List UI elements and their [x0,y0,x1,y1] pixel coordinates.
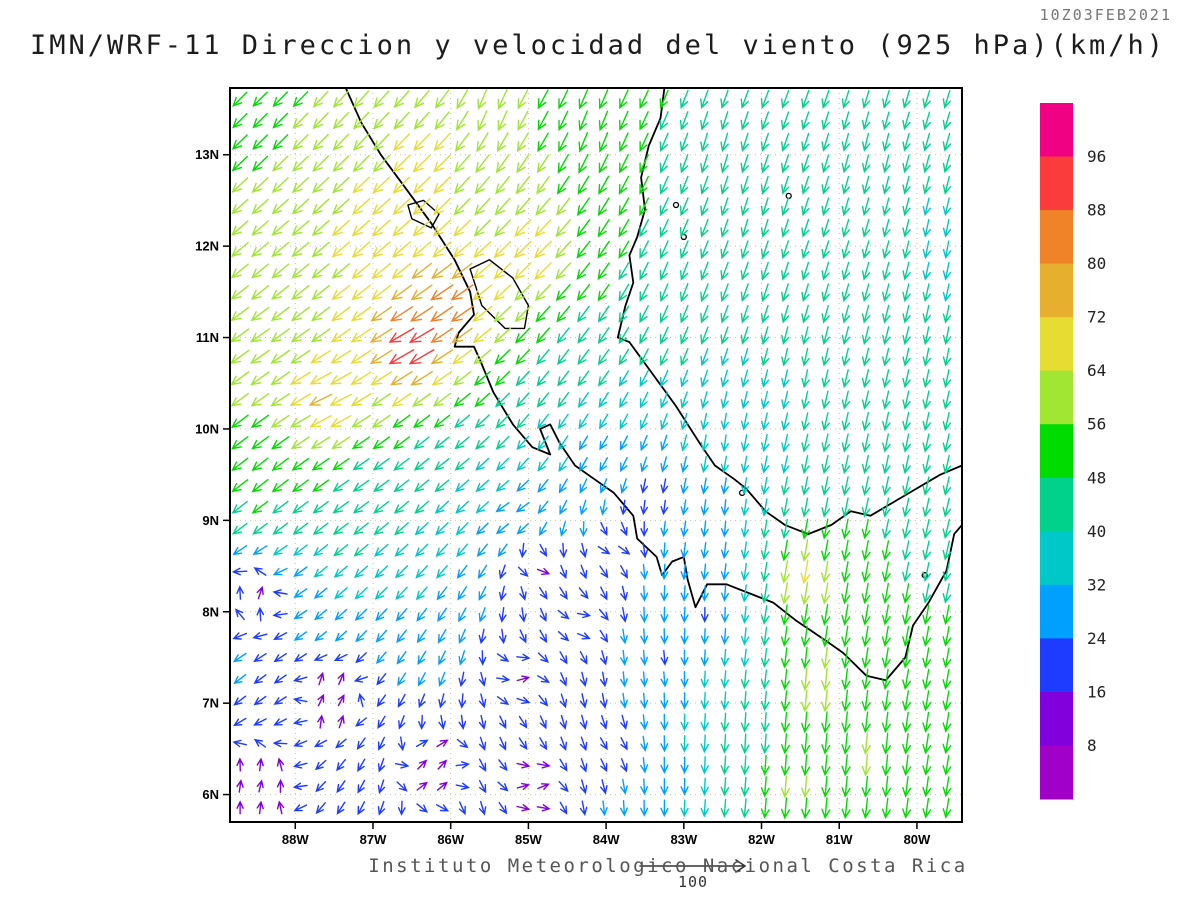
colorbar-tick-label: 88 [1087,201,1106,220]
map-frame [229,87,963,823]
footer-caption: Instituto Meteorologico Nacional Costa R… [368,855,968,877]
colorbar-tick-label: 8 [1087,736,1097,755]
lon-tick-label: 88W [282,832,309,847]
colorbar-tick-label: 56 [1087,415,1106,434]
lat-tick-label: 11N [196,330,219,345]
colorbar-tick-label: 72 [1087,308,1106,327]
lon-tick-label: 81W [826,832,853,847]
colorbar-tick-label: 40 [1087,522,1106,541]
timestamp: 10Z03FEB2021 [1039,6,1172,24]
graticule [230,88,962,822]
lon-tick-label: 85W [515,832,542,847]
colorbar-tick-label: 32 [1087,575,1106,594]
reference-arrow [639,859,747,873]
wind-arrows [230,88,952,820]
lon-tick-label: 80W [904,832,931,847]
reference-vector-label: 100 [677,873,709,891]
lat-tick-label: 10N [195,421,219,436]
lon-tick-label: 82W [748,832,775,847]
axis-ticks [223,153,918,829]
lat-tick-label: 12N [195,239,219,254]
lat-tick-label: 9N [202,513,219,528]
lon-tick-label: 83W [670,832,697,847]
chart-title: IMN/WRF-11 Direccion y velocidad del vie… [30,30,1167,61]
axis-labels: 13N 12N 11N 10N 9N 8N 7N 6N 88W 87W 86W 85W 84W 83W 82… [195,147,931,847]
lon-tick-label: 84W [593,832,620,847]
colorbar-tick-label: 16 [1087,682,1106,701]
colorbar-tick-label: 96 [1087,147,1106,166]
lat-tick-label: 7N [202,696,219,711]
colorbar-tick-label: 64 [1087,361,1106,380]
colorbar [1040,103,1073,800]
colorbar-labels: 8 16 24 32 40 48 56 64 72 80 88 96 [1087,147,1106,755]
lon-tick-label: 87W [360,832,387,847]
colorbar-tick-label: 48 [1087,468,1106,487]
lat-tick-label: 6N [202,787,219,802]
colorbar-tick-label: 24 [1087,629,1106,648]
colorbar-tick-label: 80 [1087,254,1106,273]
lat-tick-label: 8N [202,604,219,619]
lat-tick-label: 13N [195,147,219,162]
lon-tick-label: 86W [437,832,464,847]
